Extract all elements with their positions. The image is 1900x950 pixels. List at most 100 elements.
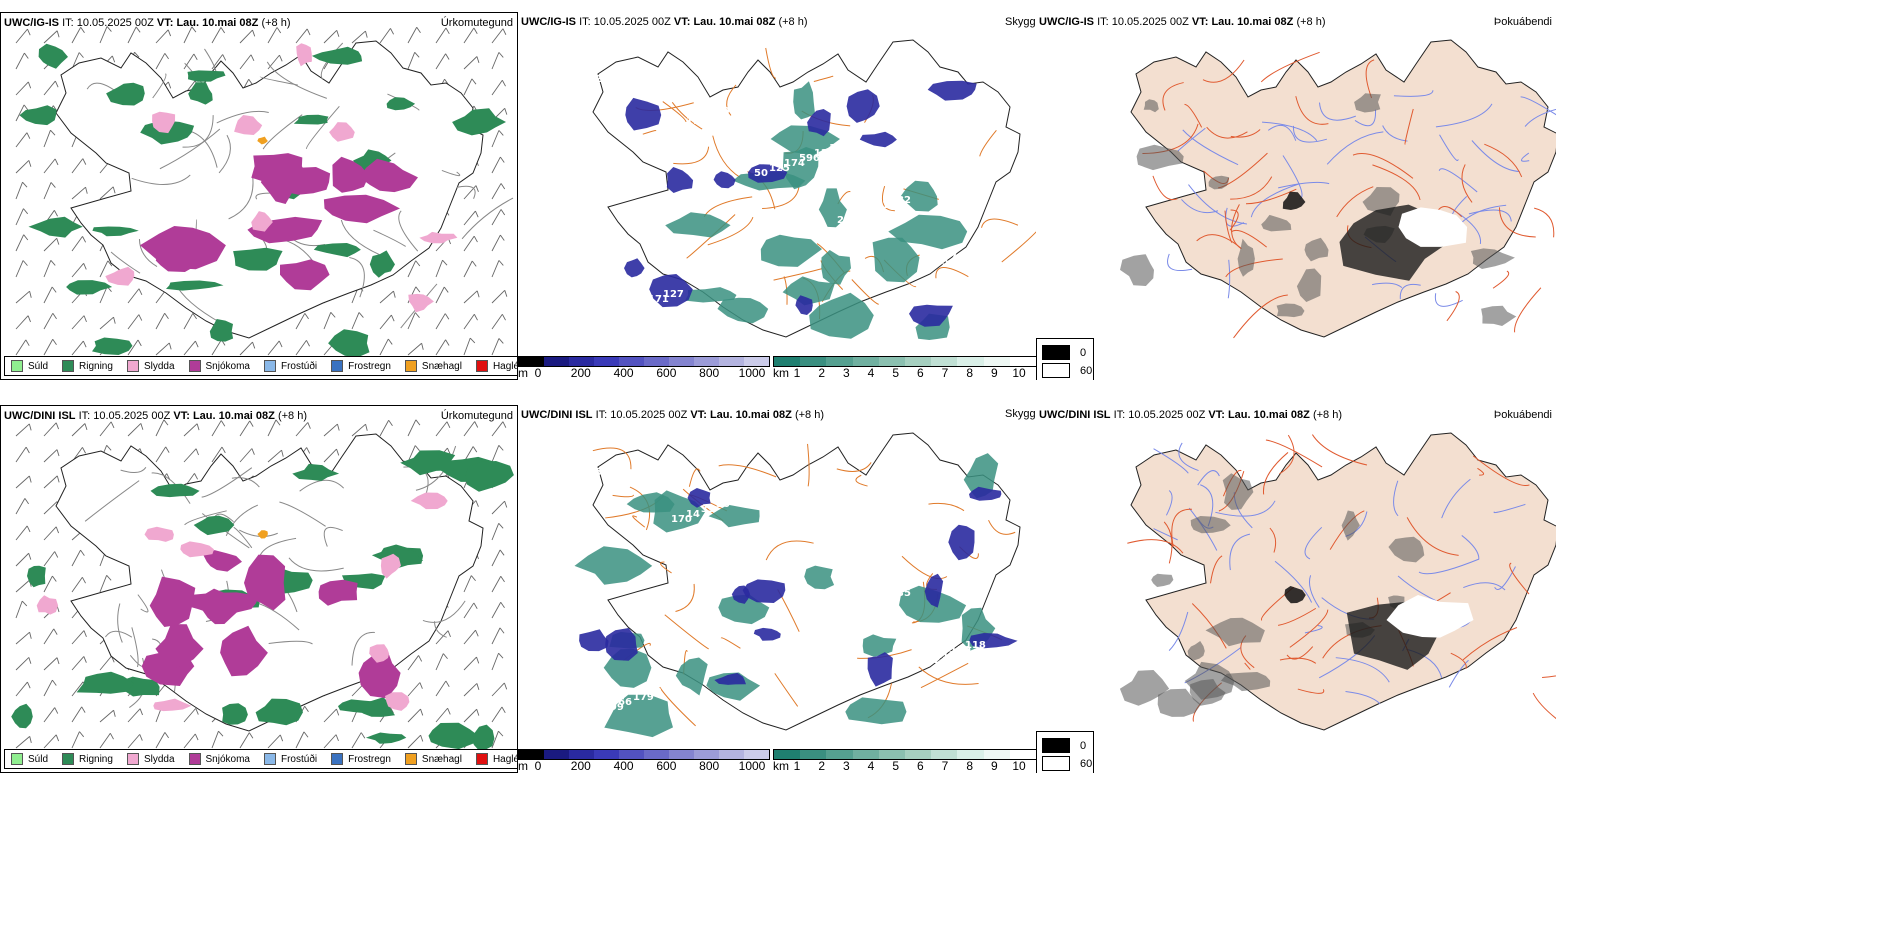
colorbar-tick: 9 [990, 759, 998, 773]
legend-label: Snjókoma [205, 360, 250, 372]
cloud-map: 123 12 50 25 32 180 19 125 225 75 146 59 174 91 7 57 198… [588, 39, 1036, 340]
cloud-base-label: 198 [716, 106, 737, 117]
fog-panel: UWC/IG-IS IT: 10.05.2025 00Z VT: Lau. 10… [1036, 12, 1556, 380]
colorbar-segment [569, 357, 594, 366]
precip-type-panel: UWC/DINI ISL IT: 10.05.2025 00Z VT: Lau.… [0, 405, 518, 773]
colorbar-ticks: 0 200 400 600 800 1000 [518, 366, 768, 380]
colorbar-segment [957, 750, 984, 759]
colorbar-segment [800, 357, 827, 366]
legend-swatch [475, 753, 488, 765]
colorbar-tick: 4 [867, 759, 875, 773]
colorbar-tick: 5 [892, 759, 899, 773]
colorbar-segment [719, 750, 744, 759]
colorbar-segment [744, 750, 769, 759]
colorbar-tick: 2 [818, 366, 825, 380]
cloud-base-label: 126 [769, 556, 790, 567]
cloud-base-label: 159 [746, 96, 767, 107]
cloud-base-label: 12 [671, 121, 685, 132]
colorbar-segment [669, 357, 694, 366]
precip-legend-item: Haglél [475, 753, 517, 765]
panel-title: UWC/DINI ISL IT: 10.05.2025 00Z VT: Lau.… [1039, 409, 1342, 421]
colorbar-tick: 200 [570, 366, 591, 380]
precip-legend-item: Súld [11, 753, 48, 765]
fog-legend-row: 0 [1042, 345, 1086, 360]
legend-swatch [331, 360, 344, 372]
legend-swatch [126, 753, 139, 765]
cloud-base-label: 57 [633, 299, 647, 310]
precip-legend: Súld Rigning Slydda Snjókoma Frostúði Frostre… [4, 749, 517, 769]
legend-label: Frostúði [280, 360, 318, 372]
legend-label: Haglél [492, 753, 517, 765]
precip-legend-item: Snjókoma [188, 753, 250, 765]
cloud-base-label: 125 [769, 163, 790, 174]
fog-map [1119, 432, 1556, 731]
cloud-base-label: 225 [852, 210, 873, 221]
colorbar-segment [519, 750, 544, 759]
colorbar-tick: 10 [1012, 759, 1026, 773]
legend-swatch [263, 360, 276, 372]
cloud-label: Skyggni [1005, 408, 1045, 420]
fog-legend-row: 60 [1042, 363, 1092, 378]
colorbar-segment [905, 750, 932, 759]
precip-legend-item: Slydda [126, 360, 175, 372]
colorbar-tick: 0 [534, 366, 542, 380]
legend-swatch [11, 360, 23, 372]
fog-legend-swatch [1042, 345, 1070, 360]
panel-title: UWC/IG-IS IT: 10.05.2025 00Z VT: Lau. 10… [4, 17, 291, 29]
cloud-base-label: 123 [588, 74, 609, 85]
precip-legend-item: Frostúði [263, 360, 318, 372]
colorbar-segment [1009, 357, 1036, 366]
colorbar-segment [774, 357, 801, 366]
cloud-base-label: 96 [731, 101, 745, 112]
legend-swatch [331, 753, 344, 765]
colorbar-segment [826, 750, 853, 759]
colorbar-tick: 5 [892, 366, 899, 380]
legend-swatch [62, 360, 75, 372]
legend-label: Frostregn [348, 360, 391, 372]
cloud-base-label: 66 [618, 697, 632, 708]
legend-swatch [404, 360, 417, 372]
colorbar-tick: 1 [793, 759, 801, 773]
colorbar-segment [619, 750, 644, 759]
cloud-base-label: 19 [686, 116, 700, 127]
colorbar-strip [518, 356, 770, 367]
colorbar-segment [694, 357, 719, 366]
colorbar-segment [519, 357, 544, 366]
cloud-base-label: 33 [852, 603, 866, 614]
legend-label: Snæhagl [421, 360, 462, 372]
cloud-base-label: 43 [648, 687, 662, 698]
colorbar-segment [569, 750, 594, 759]
precip-legend-item: Frostúði [263, 753, 317, 765]
precip-legend-item: Frostregn [331, 753, 391, 765]
legend-swatch [126, 360, 139, 372]
cloud-base-label: 25 [837, 215, 851, 226]
cloud-base-label: 59 [701, 111, 715, 122]
colorbar-tick: 10 [1012, 366, 1026, 380]
precip-type-map [11, 419, 514, 751]
precip-type-panel: UWC/IG-IS IT: 10.05.2025 00Z VT: Lau. 10… [0, 12, 518, 380]
precip-type-map [15, 26, 514, 358]
legend-swatch [263, 753, 276, 765]
cloud-base-label: 87 [882, 593, 896, 604]
cloud-base-label: 69 [867, 598, 881, 609]
colorbar-segment [852, 750, 879, 759]
cloud-map: 159 170 116 116 112 999 14 126 33 112 66 33 330 69 150… [574, 432, 1021, 738]
legend-label: Snjókoma [205, 753, 250, 765]
fog-legend-swatch [1042, 756, 1070, 771]
colorbar-tick: 8 [966, 759, 973, 773]
cloud-base-label: 150 [950, 645, 971, 656]
cloud-base-label: 107 [882, 200, 903, 211]
colorbar-segment [878, 750, 906, 759]
height-colorbar: m 0 200 400 600 800 1000 [518, 749, 770, 773]
legend-swatch [188, 753, 201, 765]
colorbar-unit: m [518, 366, 528, 380]
colorbar-tick: 3 [842, 759, 850, 773]
colorbar-tick: 200 [570, 759, 591, 773]
cloud-panel: 123 12 50 25 32 180 19 125 225 75 146 59 174 91 7 57 198… [518, 12, 1036, 380]
cloud-base-label: 112 [920, 655, 941, 666]
fog-label: Þokuábendi [1493, 16, 1552, 28]
colorbar-segment [774, 750, 801, 759]
colorbar-tick: 4 [867, 366, 875, 380]
colorbar-tick: 9 [990, 366, 998, 380]
legend-label: Súld [28, 753, 49, 765]
